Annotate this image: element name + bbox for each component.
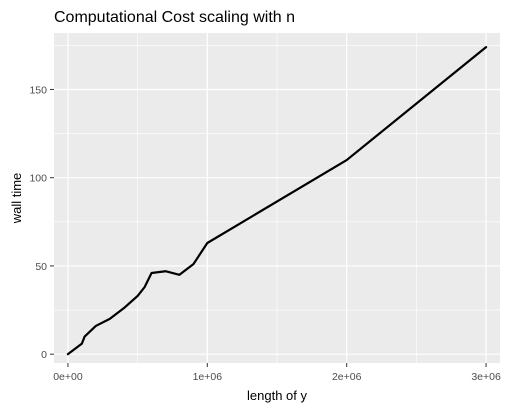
x-tick-label: 0e+00 xyxy=(53,371,83,383)
minor-grid xyxy=(54,33,500,363)
x-tick-label: 3e+06 xyxy=(471,371,501,383)
x-axis: 0e+00 1e+06 2e+06 3e+06 xyxy=(53,363,501,383)
series-layer xyxy=(66,46,488,356)
y-axis: 0 50 100 150 xyxy=(29,84,54,361)
y-tick-label: 0 xyxy=(41,349,47,361)
y-tick-label: 100 xyxy=(29,173,47,185)
x-tick-label: 1e+06 xyxy=(193,371,223,383)
x-tick-label: 2e+06 xyxy=(332,371,362,383)
major-grid xyxy=(54,33,500,363)
y-tick-label: 50 xyxy=(35,261,47,273)
y-axis-title: wall time xyxy=(9,173,24,225)
x-axis-title: length of y xyxy=(247,388,307,403)
y-tick-label: 150 xyxy=(29,84,47,96)
chart-title: Computational Cost scaling with n xyxy=(54,9,295,26)
series-line-0 xyxy=(66,46,488,356)
